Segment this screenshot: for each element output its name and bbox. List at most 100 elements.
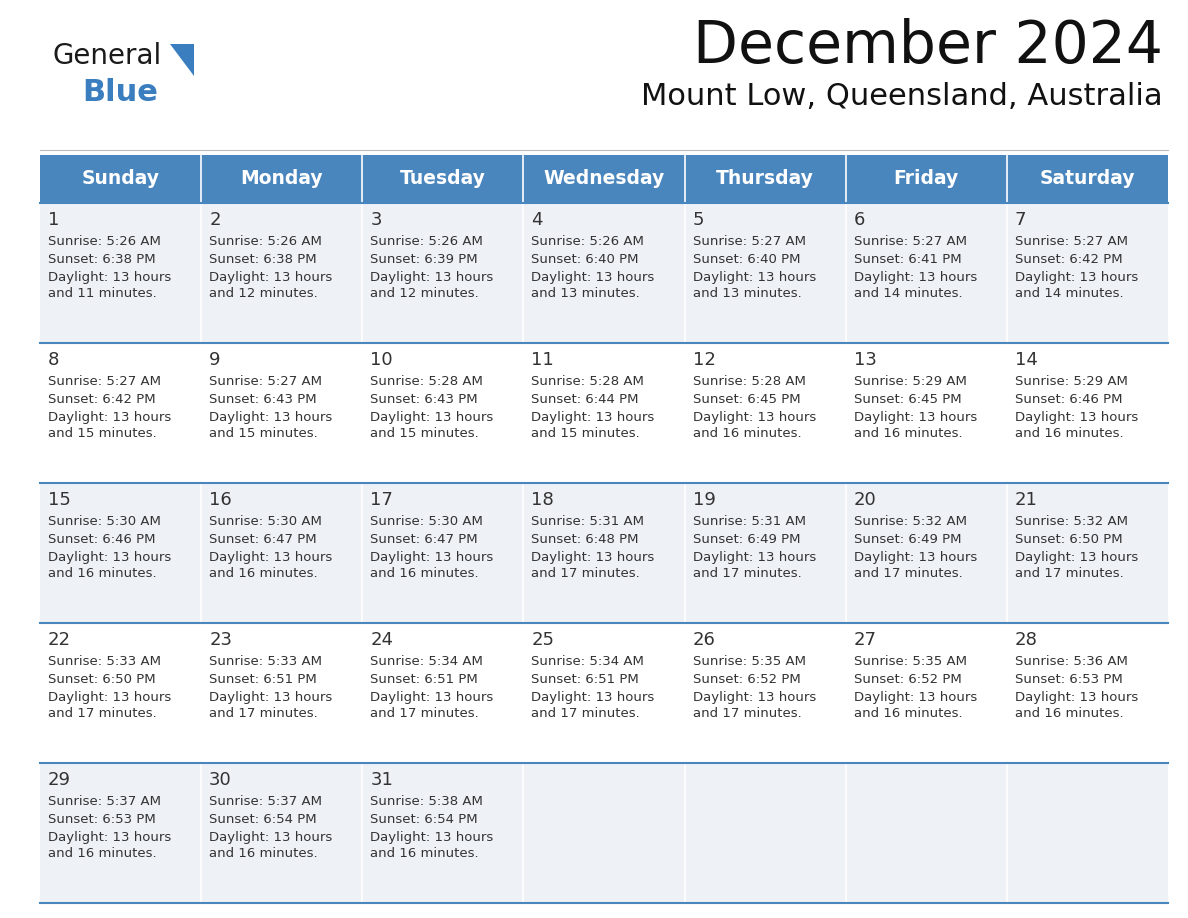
Bar [40, 623, 1168, 763]
Text: Daylight: 13 hours: Daylight: 13 hours [371, 411, 493, 424]
Bar [40, 763, 1168, 903]
Text: Sunset: 6:49 PM: Sunset: 6:49 PM [693, 533, 800, 546]
Text: 22: 22 [48, 631, 71, 649]
Text: and 17 minutes.: and 17 minutes. [48, 707, 157, 720]
Text: and 17 minutes.: and 17 minutes. [531, 707, 640, 720]
Text: Sunday: Sunday [82, 170, 159, 188]
Text: Daylight: 13 hours: Daylight: 13 hours [1015, 411, 1138, 424]
Text: and 14 minutes.: and 14 minutes. [854, 287, 962, 300]
Text: 10: 10 [371, 351, 393, 369]
Bar [40, 203, 1168, 343]
Text: Daylight: 13 hours: Daylight: 13 hours [209, 271, 333, 284]
Text: 29: 29 [48, 771, 71, 789]
Text: Sunrise: 5:32 AM: Sunrise: 5:32 AM [1015, 515, 1127, 528]
Text: Sunrise: 5:35 AM: Sunrise: 5:35 AM [693, 655, 805, 668]
Text: and 15 minutes.: and 15 minutes. [209, 427, 318, 440]
Text: Daylight: 13 hours: Daylight: 13 hours [854, 551, 977, 564]
Text: and 17 minutes.: and 17 minutes. [209, 707, 318, 720]
Text: Sunset: 6:48 PM: Sunset: 6:48 PM [531, 533, 639, 546]
Text: and 16 minutes.: and 16 minutes. [693, 427, 801, 440]
Text: Sunset: 6:38 PM: Sunset: 6:38 PM [209, 253, 317, 266]
Text: Sunset: 6:52 PM: Sunset: 6:52 PM [854, 673, 961, 686]
Text: and 16 minutes.: and 16 minutes. [48, 847, 157, 860]
Text: 4: 4 [531, 211, 543, 229]
Text: and 17 minutes.: and 17 minutes. [531, 567, 640, 580]
Text: Sunset: 6:51 PM: Sunset: 6:51 PM [371, 673, 478, 686]
Text: Sunset: 6:41 PM: Sunset: 6:41 PM [854, 253, 961, 266]
Text: and 11 minutes.: and 11 minutes. [48, 287, 157, 300]
Text: Sunrise: 5:34 AM: Sunrise: 5:34 AM [531, 655, 644, 668]
Text: Mount Low, Queensland, Australia: Mount Low, Queensland, Australia [642, 82, 1163, 111]
Text: 13: 13 [854, 351, 877, 369]
Text: Sunset: 6:54 PM: Sunset: 6:54 PM [371, 813, 478, 826]
Text: Sunset: 6:44 PM: Sunset: 6:44 PM [531, 393, 639, 406]
Text: 20: 20 [854, 491, 877, 509]
Polygon shape [170, 44, 194, 76]
Text: 16: 16 [209, 491, 232, 509]
Text: Daylight: 13 hours: Daylight: 13 hours [1015, 271, 1138, 284]
Text: 5: 5 [693, 211, 704, 229]
Text: 26: 26 [693, 631, 715, 649]
Text: and 17 minutes.: and 17 minutes. [1015, 567, 1124, 580]
Text: and 16 minutes.: and 16 minutes. [854, 707, 962, 720]
Text: Sunset: 6:40 PM: Sunset: 6:40 PM [531, 253, 639, 266]
Text: and 12 minutes.: and 12 minutes. [371, 287, 479, 300]
Text: 11: 11 [531, 351, 554, 369]
Text: Sunset: 6:53 PM: Sunset: 6:53 PM [1015, 673, 1123, 686]
Bar [40, 483, 1168, 623]
Text: Sunrise: 5:27 AM: Sunrise: 5:27 AM [1015, 235, 1127, 248]
Text: Wednesday: Wednesday [543, 170, 664, 188]
Text: 28: 28 [1015, 631, 1038, 649]
Text: Sunrise: 5:31 AM: Sunrise: 5:31 AM [693, 515, 805, 528]
Text: 17: 17 [371, 491, 393, 509]
Text: 6: 6 [854, 211, 865, 229]
Text: Sunset: 6:54 PM: Sunset: 6:54 PM [209, 813, 317, 826]
Text: Daylight: 13 hours: Daylight: 13 hours [209, 551, 333, 564]
Text: 18: 18 [531, 491, 554, 509]
Text: Daylight: 13 hours: Daylight: 13 hours [854, 691, 977, 704]
Text: Sunrise: 5:32 AM: Sunrise: 5:32 AM [854, 515, 967, 528]
Text: Sunset: 6:51 PM: Sunset: 6:51 PM [531, 673, 639, 686]
Text: Daylight: 13 hours: Daylight: 13 hours [48, 691, 171, 704]
Text: 15: 15 [48, 491, 71, 509]
Bar [40, 155, 201, 203]
Text: 3: 3 [371, 211, 381, 229]
Text: Sunrise: 5:28 AM: Sunrise: 5:28 AM [693, 375, 805, 388]
Text: Sunrise: 5:27 AM: Sunrise: 5:27 AM [48, 375, 162, 388]
Text: Blue: Blue [82, 78, 158, 107]
Text: Daylight: 13 hours: Daylight: 13 hours [693, 551, 816, 564]
Text: Daylight: 13 hours: Daylight: 13 hours [371, 691, 493, 704]
Text: and 13 minutes.: and 13 minutes. [531, 287, 640, 300]
Text: and 15 minutes.: and 15 minutes. [48, 427, 157, 440]
Text: 9: 9 [209, 351, 221, 369]
Text: Sunrise: 5:33 AM: Sunrise: 5:33 AM [209, 655, 322, 668]
Text: Sunset: 6:47 PM: Sunset: 6:47 PM [209, 533, 317, 546]
Text: Sunrise: 5:31 AM: Sunrise: 5:31 AM [531, 515, 644, 528]
Text: Sunrise: 5:36 AM: Sunrise: 5:36 AM [1015, 655, 1127, 668]
Text: December 2024: December 2024 [693, 18, 1163, 75]
Text: 27: 27 [854, 631, 877, 649]
Text: Sunset: 6:50 PM: Sunset: 6:50 PM [1015, 533, 1123, 546]
Text: Daylight: 13 hours: Daylight: 13 hours [209, 411, 333, 424]
Text: Sunrise: 5:26 AM: Sunrise: 5:26 AM [371, 235, 484, 248]
Text: Daylight: 13 hours: Daylight: 13 hours [693, 271, 816, 284]
Text: 12: 12 [693, 351, 715, 369]
Text: Sunrise: 5:30 AM: Sunrise: 5:30 AM [209, 515, 322, 528]
Text: Sunset: 6:47 PM: Sunset: 6:47 PM [371, 533, 478, 546]
Text: Monday: Monday [240, 170, 323, 188]
Text: General: General [52, 42, 162, 70]
Text: Daylight: 13 hours: Daylight: 13 hours [48, 551, 171, 564]
Text: 14: 14 [1015, 351, 1038, 369]
Text: 7: 7 [1015, 211, 1026, 229]
Text: and 16 minutes.: and 16 minutes. [371, 847, 479, 860]
Text: 24: 24 [371, 631, 393, 649]
Text: and 16 minutes.: and 16 minutes. [854, 427, 962, 440]
Bar [201, 155, 362, 203]
Text: Sunset: 6:53 PM: Sunset: 6:53 PM [48, 813, 156, 826]
Text: Saturday: Saturday [1040, 170, 1136, 188]
Text: and 16 minutes.: and 16 minutes. [1015, 427, 1124, 440]
Bar [362, 155, 524, 203]
Text: Daylight: 13 hours: Daylight: 13 hours [693, 691, 816, 704]
Text: Sunrise: 5:26 AM: Sunrise: 5:26 AM [209, 235, 322, 248]
Text: Sunrise: 5:27 AM: Sunrise: 5:27 AM [854, 235, 967, 248]
